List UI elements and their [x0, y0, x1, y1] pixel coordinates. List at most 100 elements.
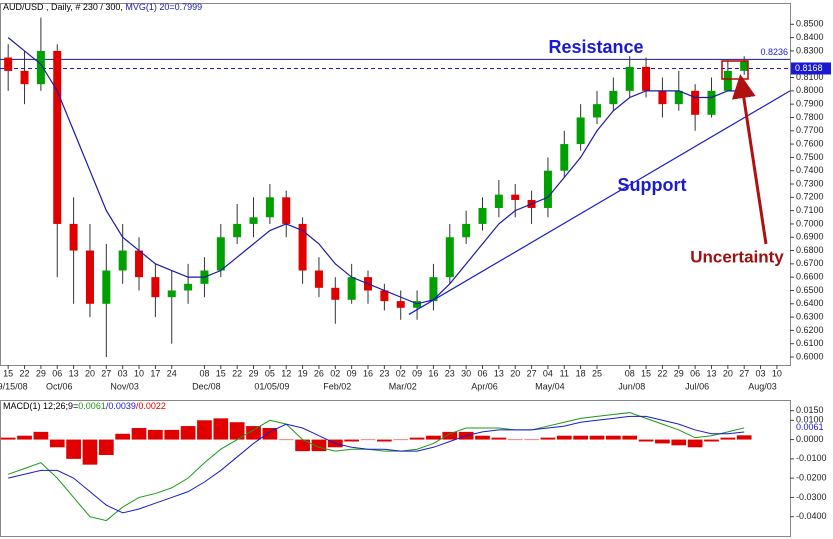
- candle-body: [118, 250, 127, 271]
- candle-body: [658, 90, 667, 105]
- month-label: 09/15/08: [0, 381, 28, 391]
- histogram-bar: [426, 435, 441, 440]
- candle-body: [4, 57, 13, 71]
- y-tick-label: 0.6500: [796, 285, 824, 295]
- histogram-bar: [736, 435, 752, 440]
- y-tick-label: 0.7000: [796, 218, 824, 228]
- y-tick-label: 0.0150: [796, 405, 824, 415]
- candle-body: [314, 270, 323, 288]
- candle-body: [511, 194, 520, 200]
- histogram-bar: [213, 418, 229, 440]
- candle-body: [576, 117, 585, 145]
- candle-body: [135, 250, 144, 278]
- candle-body: [543, 170, 552, 208]
- month-label: Aug/03: [748, 381, 777, 391]
- candle-body: [723, 70, 732, 91]
- candle-body: [85, 250, 94, 304]
- y-tick-label: -0.0400: [796, 511, 827, 521]
- histogram-bar: [0, 437, 16, 440]
- y-tick-label: 0.7400: [796, 165, 824, 175]
- x-tick-label: 27: [101, 368, 111, 378]
- candle-body: [184, 283, 193, 291]
- month-label: Feb/02: [323, 381, 351, 391]
- last-price-box: [791, 62, 831, 75]
- x-tick-label: 30: [461, 368, 471, 378]
- x-tick-label: 04: [543, 368, 553, 378]
- histogram-bar: [17, 435, 32, 440]
- x-tick-label: 18: [576, 368, 586, 378]
- candle-body: [233, 223, 242, 238]
- x-tick-label: 27: [739, 368, 749, 378]
- histogram-bar: [180, 426, 196, 440]
- x-tick-label: 17: [150, 368, 160, 378]
- x-tick-label: 02: [330, 368, 340, 378]
- histogram-bar: [229, 422, 245, 440]
- histogram-bar: [704, 439, 719, 442]
- x-tick-label: 02: [396, 368, 406, 378]
- candle-body: [642, 66, 651, 91]
- month-label: Dec/08: [192, 381, 221, 391]
- candle-body: [740, 61, 749, 71]
- y-tick-label: 0.7100: [796, 205, 824, 215]
- x-tick-label: 03: [756, 368, 766, 378]
- histogram-bar: [49, 439, 65, 448]
- title-text: AUD/USD , Daily, # 230 / 300,: [3, 2, 125, 12]
- legend-signal: /0.0039: [106, 401, 136, 411]
- x-tick-label: 13: [494, 368, 504, 378]
- histogram-bar: [295, 439, 310, 452]
- x-tick-label: 13: [706, 368, 716, 378]
- histogram-bar: [197, 420, 212, 440]
- x-tick-label: 29: [249, 368, 259, 378]
- macd-title: MACD(1) 12;26;9=0.0061/0.0039/0.0022: [3, 401, 166, 411]
- histogram-bar: [148, 429, 163, 440]
- x-tick-label: 19: [298, 368, 308, 378]
- macd-line: [8, 415, 745, 514]
- histogram-bar: [409, 437, 425, 440]
- x-tick-label: 23: [379, 368, 389, 378]
- histogram-bar: [720, 437, 736, 440]
- histogram-bar: [262, 428, 278, 440]
- histogram-bar: [311, 439, 327, 452]
- moving-average: [7, 37, 745, 305]
- y-tick-label: 0.7200: [796, 192, 824, 202]
- histogram-bar: [556, 435, 572, 440]
- candle-body: [560, 144, 569, 171]
- month-label: Nov/03: [110, 381, 139, 391]
- macd-panel: [0, 400, 791, 537]
- y-tick-label: 0.0100: [796, 415, 824, 425]
- x-tick-label: 29: [674, 368, 684, 378]
- candle-body: [494, 194, 503, 208]
- x-tick-label: 24: [167, 368, 177, 378]
- y-tick-label: 0.7600: [796, 138, 824, 148]
- histogram-bar: [622, 435, 638, 440]
- candle-body: [625, 66, 634, 91]
- histogram-bar: [82, 439, 98, 465]
- y-tick-label: -0.0300: [796, 492, 827, 502]
- histogram-bar: [377, 439, 392, 442]
- x-tick-label: 27: [527, 368, 537, 378]
- candle-body: [249, 217, 258, 224]
- histogram-bar: [164, 429, 180, 440]
- x-tick-label: 10: [134, 368, 144, 378]
- histogram-bar: [491, 437, 507, 440]
- candle-body: [380, 290, 389, 302]
- y-tick-label: 0.6400: [796, 298, 824, 308]
- candle-body: [216, 237, 225, 271]
- candle-body: [151, 277, 160, 298]
- candle-body: [53, 50, 62, 224]
- histogram-bar: [524, 439, 539, 441]
- x-tick-label: 12: [281, 368, 291, 378]
- macd-last-value: 0.0061: [796, 422, 824, 432]
- x-tick-label: 16: [428, 368, 438, 378]
- candle-body: [478, 207, 487, 224]
- x-tick-label: 15: [3, 368, 13, 378]
- x-tick-label: 09: [412, 368, 422, 378]
- x-tick-label: 06: [52, 368, 62, 378]
- histogram-bar: [360, 439, 376, 441]
- macd-title-text: MACD(1) 12;26;9=: [3, 401, 78, 411]
- candle-body: [413, 301, 422, 308]
- month-label: Jul/06: [685, 381, 709, 391]
- last-price-label: 0.8168: [795, 63, 823, 73]
- histogram-bar: [687, 439, 703, 448]
